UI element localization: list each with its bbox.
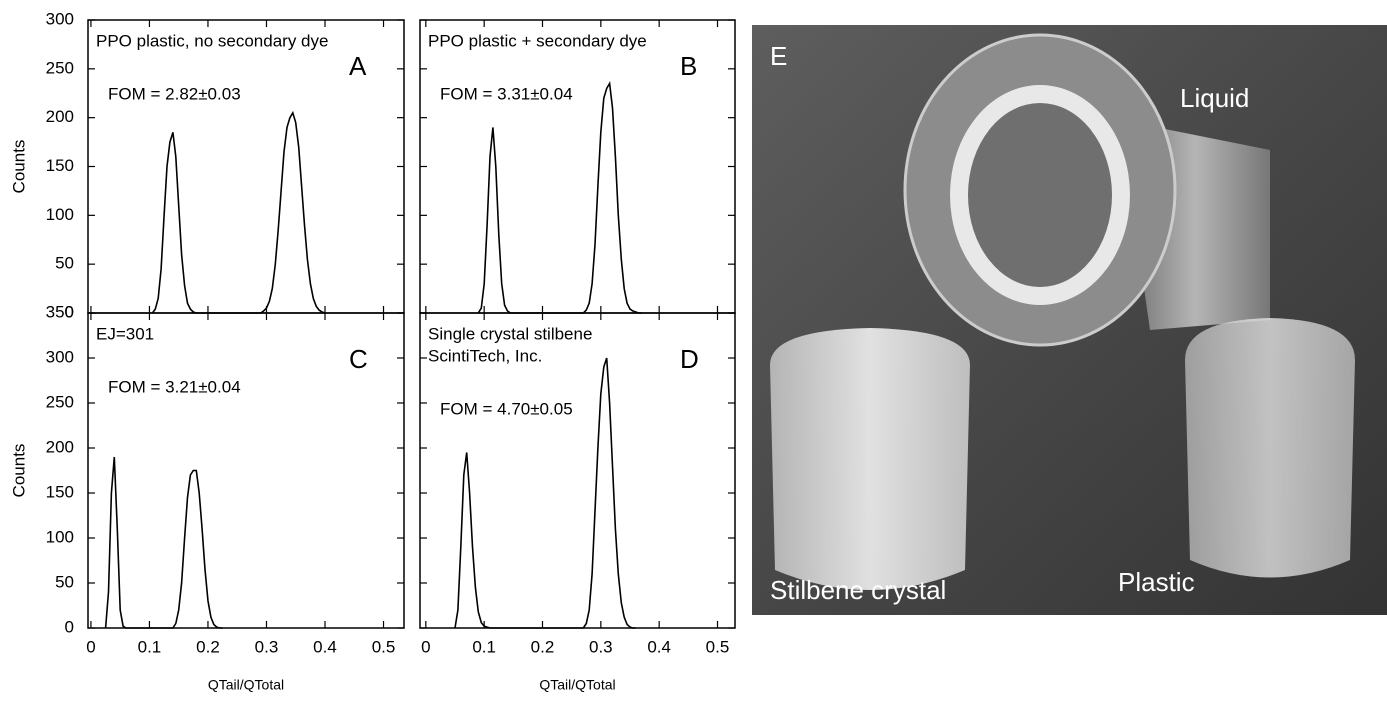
histogram-line [478, 84, 641, 314]
y-tick-label: 50 [55, 572, 74, 591]
x-tick-label: 0.4 [313, 637, 337, 656]
liquid-cell-window [968, 103, 1112, 287]
panel-title: ScintiTech, Inc. [428, 346, 542, 365]
panel-title: PPO plastic + secondary dye [428, 31, 647, 50]
histogram-line [152, 113, 325, 313]
y-tick-label: 200 [46, 107, 74, 126]
panel: PPO plastic + secondary dye FOM = 3.31±0.… [420, 20, 735, 313]
x-tick-label: 0.1 [472, 637, 496, 656]
x-tick-label: 0.2 [196, 637, 220, 656]
histogram-line [106, 457, 223, 628]
x-tick-label: 0.5 [706, 637, 730, 656]
y-tick-label: 0 [65, 617, 74, 636]
panel-title: EJ=301 [96, 324, 154, 343]
x-tick-label: 0.3 [589, 637, 613, 656]
y-axis-label: Counts [9, 444, 28, 498]
y-tick-label: 250 [46, 58, 74, 77]
photo-label: Stilbene crystal [770, 575, 946, 605]
x-tick-label: 0.4 [647, 637, 671, 656]
x-tick-label: 0.3 [255, 637, 279, 656]
x-tick-label: 0 [86, 637, 95, 656]
x-tick-label: 0.1 [138, 637, 162, 656]
figure: 0 50 100 150 200 250 300 Counts PPO plastic, no … [0, 0, 1387, 697]
y-tick-label: 150 [46, 156, 74, 175]
plastic-scintillator [1185, 318, 1355, 578]
y-tick-label: 200 [46, 437, 74, 456]
y-tick-label: 150 [46, 482, 74, 501]
fom-annotation: FOM = 3.31±0.04 [440, 84, 573, 103]
y-tick-label: 350 [46, 302, 74, 321]
panel-letter: A [349, 51, 367, 81]
fom-annotation: FOM = 2.82±0.03 [108, 84, 241, 103]
stilbene-crystal [770, 328, 970, 590]
x-axis-label: QTail/QTotal [539, 677, 615, 693]
y-tick-label: 50 [55, 254, 74, 273]
fom-annotation: FOM = 4.70±0.05 [440, 399, 573, 418]
panel-letter: D [680, 344, 699, 374]
x-tick-label: 0.5 [372, 637, 396, 656]
y-tick-label: 250 [46, 392, 74, 411]
panel: 0 50 100 150 200 250 300 350 0 0.1 0.2 0.3 0.4 0.5 Cou… [9, 302, 404, 692]
x-axis-label: QTail/QTotal [208, 677, 284, 693]
photo-label: Liquid [1180, 83, 1249, 113]
y-axis-label: Counts [9, 140, 28, 194]
photo-label: Plastic [1118, 567, 1195, 597]
panel-title: Single crystal stilbene [428, 324, 592, 343]
panel-letter: B [680, 51, 697, 81]
panel-letter: C [349, 344, 368, 374]
photo [752, 25, 1387, 615]
panel-title: PPO plastic, no secondary dye [96, 31, 328, 50]
y-tick-label: 100 [46, 527, 74, 546]
photo-panel-label: E [770, 41, 787, 71]
fom-annotation: FOM = 3.21±0.04 [108, 377, 241, 396]
y-tick-label: 300 [46, 347, 74, 366]
x-tick-label: 0 [421, 637, 430, 656]
x-tick-label: 0.2 [531, 637, 555, 656]
y-tick-label: 300 [46, 9, 74, 28]
panel: 0 0.1 0.2 0.3 0.4 0.5 QTail/QTotal Single cryst… [420, 313, 735, 693]
y-tick-label: 100 [46, 205, 74, 224]
